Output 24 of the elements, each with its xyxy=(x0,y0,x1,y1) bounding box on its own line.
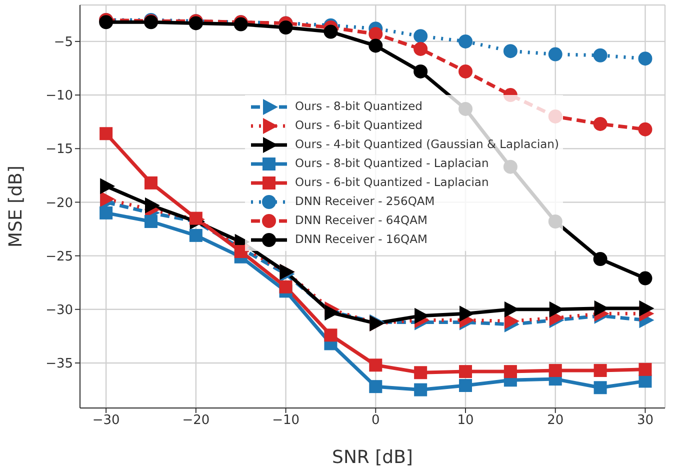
legend-label: Ours - 6-bit Quantized xyxy=(295,117,422,134)
legend-label: Ours - 6-bit Quantized - Laplacian xyxy=(295,174,489,191)
x-axis-title: SNR [dB] xyxy=(332,447,413,468)
x-tick-label: −20 xyxy=(182,413,210,428)
legend-label: DNN Receiver - 64QAM xyxy=(295,212,428,229)
y-tick-label: −35 xyxy=(46,356,73,372)
x-tick-label: 20 xyxy=(547,413,564,428)
legend-label: Ours - 8-bit Quantized - Laplacian xyxy=(295,155,489,172)
x-tick-label: −10 xyxy=(272,413,300,428)
x-tick-label: 0 xyxy=(372,413,380,428)
y-tick-label: −10 xyxy=(46,88,73,104)
legend-label: Ours - 4-bit Quantized (Gaussian & Laplacian) xyxy=(295,136,559,153)
legend-label: DNN Receiver - 16QAM xyxy=(295,231,428,248)
y-tick-label: −5 xyxy=(54,35,73,50)
y-tick-label: −25 xyxy=(46,249,73,264)
x-tick-label: −30 xyxy=(92,413,120,428)
y-tick-label: −15 xyxy=(46,142,73,158)
y-tick-label: −20 xyxy=(46,196,73,211)
x-tick-label: 30 xyxy=(636,413,654,428)
legend-label: DNN Receiver - 256QAM xyxy=(295,193,435,210)
legend-label: Ours - 8-bit Quantized xyxy=(295,98,422,115)
x-tick-label: 10 xyxy=(457,413,474,428)
y-tick-label: −30 xyxy=(46,303,73,318)
y-axis-title: MSE [dB] xyxy=(5,166,26,248)
